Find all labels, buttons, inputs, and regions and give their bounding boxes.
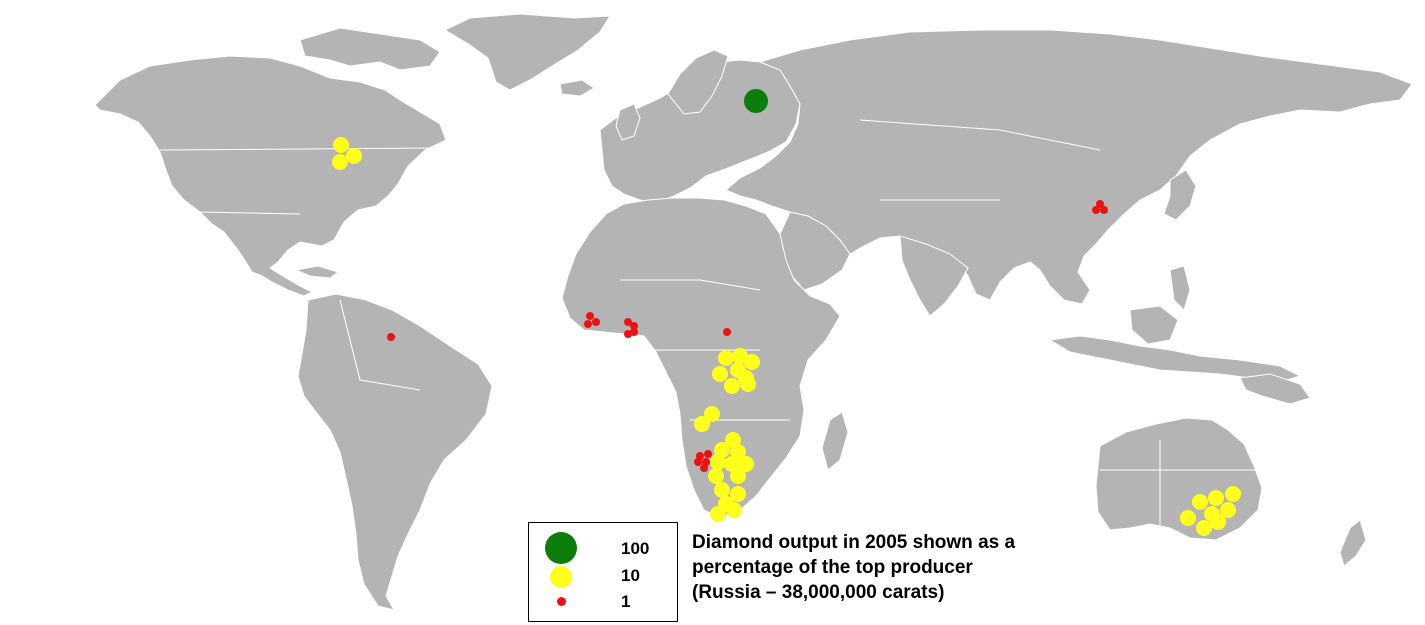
- production-markers: [332, 89, 1241, 536]
- marker-namibia-2: [704, 450, 712, 458]
- marker-southern-africa-9: [714, 482, 730, 498]
- land-new-guinea: [1239, 373, 1311, 405]
- marker-dr-congo-8: [740, 376, 756, 392]
- legend-symbol-10: [550, 566, 572, 588]
- marker-australia-1: [1225, 486, 1241, 502]
- land-india: [899, 235, 969, 317]
- marker-dr-congo-1: [718, 350, 734, 366]
- land-japan: [1163, 169, 1197, 221]
- marker-canada-2: [346, 148, 362, 164]
- marker-dr-congo-2: [732, 348, 748, 364]
- marker-guyana-1: [387, 333, 395, 341]
- landmasses: [94, 13, 1413, 611]
- marker-sierra-leone-1: [586, 312, 594, 320]
- marker-china-1: [1096, 200, 1104, 208]
- caption-line-3: (Russia – 38,000,000 carats): [692, 582, 945, 603]
- marker-southern-africa-13: [710, 506, 726, 522]
- marker-australia-8: [1196, 520, 1212, 536]
- marker-dr-congo-3: [744, 354, 760, 370]
- marker-southern-africa-10: [730, 486, 746, 502]
- legend-value-100: 100: [621, 539, 650, 558]
- marker-ghana-4: [630, 328, 638, 336]
- land-cuba: [294, 265, 340, 279]
- marker-southern-africa-8: [730, 468, 746, 484]
- marker-southern-africa-5: [724, 456, 740, 472]
- marker-dr-congo-5: [712, 366, 728, 382]
- land-south-america: [297, 293, 493, 611]
- land-iceland: [559, 79, 595, 97]
- marker-russia-1: [744, 89, 768, 113]
- land-philippines: [1169, 265, 1191, 311]
- legend-value-10: 10: [621, 566, 640, 585]
- marker-angola-1: [704, 406, 720, 422]
- caption-line-2: percentage of the top producer: [692, 557, 973, 578]
- land-new-zealand: [1339, 519, 1367, 567]
- marker-sierra-leone-3: [584, 320, 592, 328]
- marker-angola-2: [694, 416, 710, 432]
- marker-southern-africa-12: [726, 502, 742, 518]
- marker-southern-africa-4: [710, 454, 726, 470]
- land-north-america: [94, 55, 447, 297]
- marker-southern-africa-1: [725, 432, 741, 448]
- marker-australia-4: [1220, 502, 1236, 518]
- land-australia: [1095, 417, 1263, 541]
- marker-dr-congo-7: [724, 378, 740, 394]
- marker-southern-africa-6: [738, 456, 754, 472]
- marker-ghana-1: [624, 318, 632, 326]
- land-scandinavia: [667, 49, 729, 115]
- marker-australia-6: [1180, 510, 1196, 526]
- caption-line-1: Diamond output in 2005 shown as a: [692, 532, 1016, 553]
- marker-sierra-leone-2: [592, 318, 600, 326]
- legend-symbol-1: [557, 597, 566, 606]
- marker-china-2: [1092, 206, 1100, 214]
- marker-china-3: [1100, 206, 1108, 214]
- marker-car-1: [723, 328, 731, 336]
- land-borneo: [1129, 305, 1179, 345]
- marker-australia-3: [1192, 494, 1208, 510]
- land-africa: [561, 197, 841, 519]
- legend-value-1: 1: [621, 592, 631, 611]
- legend: 100 10 1: [528, 522, 678, 622]
- marker-ghana-2: [630, 322, 638, 330]
- land-asia: [725, 29, 1413, 305]
- marker-canada-1: [333, 137, 349, 153]
- marker-australia-7: [1210, 514, 1226, 530]
- legend-symbol-100: [545, 532, 577, 564]
- marker-canada-3: [332, 154, 348, 170]
- land-arctic-islands: [299, 27, 441, 71]
- land-madagascar: [821, 411, 849, 471]
- marker-southern-africa-3: [730, 444, 746, 460]
- map-caption: Diamond output in 2005 shown as a percen…: [692, 530, 1112, 605]
- marker-namibia-3: [694, 458, 702, 466]
- marker-southern-africa-7: [708, 468, 724, 484]
- marker-namibia-5: [700, 464, 708, 472]
- land-uk: [615, 103, 641, 141]
- land-indonesia: [1048, 335, 1302, 383]
- marker-australia-2: [1208, 490, 1224, 506]
- land-greenland: [443, 13, 611, 91]
